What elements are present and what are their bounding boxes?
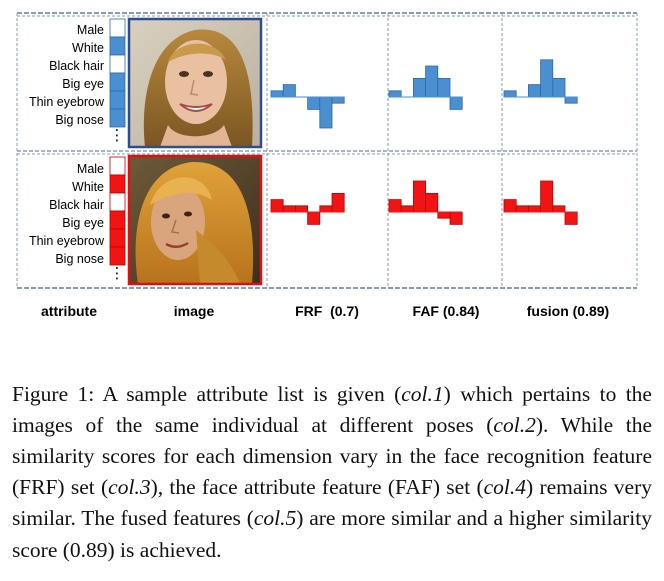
attribute-indicator-cell <box>109 210 126 230</box>
fusion-bar-2 <box>528 205 542 213</box>
faf-bar-3 <box>425 192 439 213</box>
attribute-indicator-cell <box>109 54 126 74</box>
row1-faf-chart <box>388 65 463 110</box>
row1-attribute-list: Male White Black hair Big eye Thin eyebr… <box>29 23 125 144</box>
frf-bar-5 <box>331 192 345 213</box>
caption-text: ). While the similarity scores for each … <box>12 412 652 500</box>
attribute-indicator-cell <box>109 228 126 248</box>
attr-label: Big eye <box>62 216 104 230</box>
figure-caption: Figure 1: A sample attribute list is giv… <box>12 379 652 566</box>
fusion-bar-4 <box>552 78 566 98</box>
fusion-bar-2 <box>528 84 542 98</box>
frf-bar-2 <box>294 205 308 213</box>
frf-bar-1 <box>282 84 296 98</box>
attribute-indicator-cell <box>109 90 126 110</box>
row2-face-image <box>127 154 263 286</box>
attr-label: Big nose <box>55 113 104 127</box>
col-label-attribute: attribute <box>41 303 97 319</box>
row2-frf-chart <box>270 192 345 225</box>
faf-bar-0 <box>388 90 402 98</box>
fusion-bar-3 <box>540 59 554 98</box>
faf-bar-2 <box>412 78 426 98</box>
caption-col-ref: col.5 <box>253 506 297 531</box>
frf-bar-4 <box>319 96 333 129</box>
col-label-fusion: fusion (0.89) <box>527 303 609 319</box>
row1-attribute-bar <box>109 18 126 128</box>
col-label-faf: FAF (0.84) <box>413 303 480 319</box>
faf-bar-4 <box>437 78 451 98</box>
fusion-bar-5 <box>564 211 578 225</box>
attribute-indicator-cell <box>109 246 126 266</box>
faf-bar-1 <box>400 205 414 213</box>
row1-frf-chart <box>270 84 345 129</box>
figure-1: Male White Black hair Big eye Thin eyebr… <box>16 12 638 319</box>
col-label-image: image <box>174 303 215 319</box>
faf-bar-2 <box>412 180 426 213</box>
fusion-bar-1 <box>515 205 529 213</box>
attribute-indicator-cell <box>109 108 126 128</box>
attribute-indicator-cell <box>109 156 126 176</box>
figure-frame <box>16 12 638 289</box>
attr-label: Thin eyebrow <box>29 234 105 248</box>
attr-label: Black hair <box>49 59 104 73</box>
faf-bar-0 <box>388 199 402 213</box>
attribute-indicator-cell <box>109 174 126 194</box>
more-attributes-ellipsis: ⋮ <box>110 265 125 282</box>
fusion-bar-0 <box>503 199 517 213</box>
caption-text: ) are more similar and a higher similari… <box>12 506 652 562</box>
frf-bar-3 <box>307 96 321 110</box>
fusion-bar-5 <box>564 96 578 104</box>
attr-label: White <box>72 180 104 194</box>
attribute-indicator-cell <box>109 72 126 92</box>
frf-bar-5 <box>331 96 345 104</box>
caption-col-ref: col.2 <box>493 412 536 437</box>
caption-label: Figure 1: <box>12 381 95 406</box>
faf-bar-4 <box>437 211 451 219</box>
fusion-bar-3 <box>540 180 554 213</box>
fusion-bar-0 <box>503 90 517 98</box>
row2-attribute-list: Male White Black hair Big eye Thin eyebr… <box>29 162 125 282</box>
caption-col-ref: col.1 <box>401 381 444 406</box>
row1-face-image <box>127 17 263 149</box>
attr-label: Big nose <box>55 252 104 266</box>
attr-label: Male <box>77 23 104 37</box>
attr-label: Thin eyebrow <box>29 95 105 109</box>
attribute-indicator-cell <box>109 18 126 38</box>
faf-bar-5 <box>449 96 463 110</box>
caption-text: ), the face attribute feature (FAF) set … <box>150 475 484 500</box>
row2-fusion-chart <box>503 180 578 225</box>
frf-bar-3 <box>307 211 321 225</box>
frf-bar-0 <box>270 199 284 213</box>
caption-col-ref: col.3 <box>108 475 151 500</box>
frf-bar-0 <box>270 90 284 98</box>
row2-attribute-bar <box>109 156 126 266</box>
attribute-indicator-cell <box>109 192 126 212</box>
attr-label: Black hair <box>49 198 104 212</box>
row1-fusion-chart <box>503 59 578 104</box>
frf-bar-4 <box>319 205 333 213</box>
attr-label: Male <box>77 162 104 176</box>
attr-label: White <box>72 41 104 55</box>
faf-bar-3 <box>425 65 439 98</box>
fusion-bar-4 <box>552 205 566 213</box>
caption-text: ) remains very similar. The fused featur… <box>12 475 653 531</box>
col-label-frf: FRF (0.7) <box>295 303 359 319</box>
caption-text: A sample attribute list is given ( <box>94 381 402 406</box>
more-attributes-ellipsis: ⋮ <box>110 127 125 144</box>
attr-label: Big eye <box>62 77 104 91</box>
caption-col-ref: col.4 <box>483 475 527 500</box>
row2-faf-chart <box>388 180 463 225</box>
faf-bar-5 <box>449 211 463 225</box>
caption-text: ) which pertains to the images of the sa… <box>12 381 652 437</box>
frf-bar-1 <box>282 205 296 213</box>
attribute-indicator-cell <box>109 36 126 56</box>
column-labels: attribute image FRF (0.7) FAF (0.84) fus… <box>41 303 609 319</box>
